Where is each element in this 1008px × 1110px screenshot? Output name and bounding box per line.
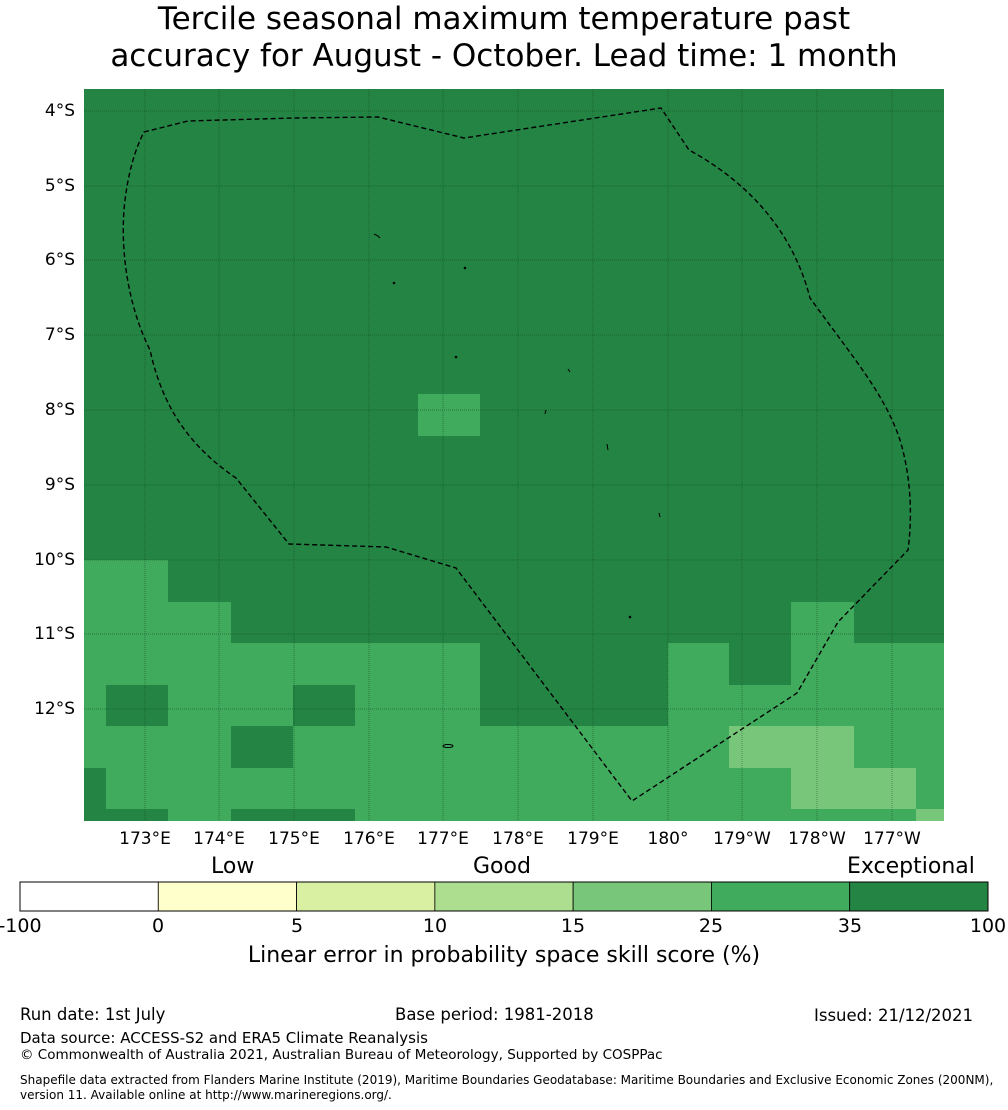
lat-label: 12°S — [34, 699, 75, 719]
issued-date: Issued: 21/12/2021 — [814, 1006, 974, 1025]
lon-label: 179°E — [567, 829, 619, 849]
colorbar-tick: 25 — [699, 915, 723, 937]
colorbar-bins — [19, 881, 989, 912]
island — [567, 368, 571, 373]
island — [373, 233, 381, 239]
good-skill-region — [729, 726, 916, 809]
very-good-skill-cell-central — [418, 394, 480, 436]
lon-label: 177°E — [417, 829, 469, 849]
lon-label: 174°E — [193, 829, 245, 849]
island — [463, 266, 467, 270]
exceptional-skill-patch — [106, 685, 168, 726]
islands — [373, 233, 661, 748]
island — [392, 281, 396, 285]
lat-label: 5°S — [45, 176, 75, 196]
shapefile-credit-line-2: version 11. Available online at http://w… — [20, 1088, 392, 1102]
shapefile-credit-line-1: Shapefile data extracted from Flanders M… — [20, 1073, 994, 1087]
lat-label: 7°S — [45, 325, 75, 345]
eez-boundary-line — [122, 107, 912, 802]
base-period: Base period: 1981-2018 — [395, 1005, 594, 1024]
lon-label: 175°E — [268, 829, 320, 849]
data-source: Data source: ACCESS-S2 and ERA5 Climate … — [20, 1029, 428, 1047]
exceptional-skill-patch — [293, 685, 355, 726]
colorbar-tick: 100 — [970, 915, 1006, 937]
lon-label: 179°W — [713, 829, 771, 849]
exceptional-skill-patch — [84, 768, 106, 821]
lat-label: 8°S — [45, 400, 75, 420]
lon-label: 177°W — [863, 829, 921, 849]
good-skill-cells — [729, 726, 944, 821]
latitude-labels: 4°S 5°S 6°S 7°S 8°S 9°S 10°S 11°S 12°S — [34, 101, 75, 719]
colorbar-category-low: Low — [211, 854, 255, 879]
exceptional-skill-patches — [84, 685, 355, 821]
colorbar-bin — [434, 881, 574, 912]
lat-label: 10°S — [34, 550, 75, 570]
colorbar-bin — [157, 881, 297, 912]
island — [544, 409, 547, 415]
colorbar: -100 0 5 10 15 25 35 100 — [0, 881, 1006, 937]
colorbar-tick: -100 — [0, 915, 42, 937]
colorbar-tick: 0 — [152, 915, 164, 937]
map-panel — [84, 89, 944, 821]
lon-label: 173°E — [119, 829, 171, 849]
lat-label: 9°S — [45, 475, 75, 495]
lon-label: 178°E — [492, 829, 544, 849]
colorbar-frame — [19, 881, 989, 912]
exceptional-skill-patch — [231, 809, 355, 821]
lon-label: 176°E — [343, 829, 395, 849]
lat-label: 4°S — [45, 101, 75, 121]
colorbar-bin — [572, 881, 712, 912]
map-title-line-1: Tercile seasonal maximum temperature pas… — [157, 1, 851, 37]
colorbar-category-good: Good — [473, 854, 531, 879]
colorbar-tick: 10 — [423, 915, 447, 937]
island — [442, 744, 454, 748]
island — [606, 443, 609, 451]
colorbar-bin — [849, 881, 989, 912]
copyright: © Commonwealth of Australia 2021, Austra… — [20, 1047, 663, 1063]
colorbar-category-exceptional: Exceptional — [847, 854, 975, 879]
map-gridlines — [84, 89, 944, 821]
colorbar-tick: 5 — [291, 915, 303, 937]
island — [454, 355, 458, 359]
colorbar-tick: 35 — [838, 915, 862, 937]
colorbar-bin — [296, 881, 436, 912]
island — [658, 512, 661, 518]
run-date: Run date: 1st July — [20, 1005, 166, 1024]
lon-label: 178°W — [788, 829, 846, 849]
colorbar-label: Linear error in probability space skill … — [247, 943, 761, 968]
colorbar-tick: 15 — [561, 915, 585, 937]
colorbar-bin — [711, 881, 851, 912]
exceptional-skill-patch — [231, 726, 293, 768]
island — [628, 615, 632, 619]
lat-label: 11°S — [34, 624, 75, 644]
map-title-line-2: accuracy for August - October. Lead time… — [110, 38, 898, 74]
exceptional-skill-patch — [106, 809, 168, 821]
good-skill-cell — [916, 809, 944, 821]
longitude-labels: 173°E 174°E 175°E 176°E 177°E 178°E 179°… — [119, 829, 921, 849]
lon-label: 180° — [648, 829, 689, 849]
lat-label: 6°S — [45, 250, 75, 270]
colorbar-bin — [19, 881, 159, 912]
